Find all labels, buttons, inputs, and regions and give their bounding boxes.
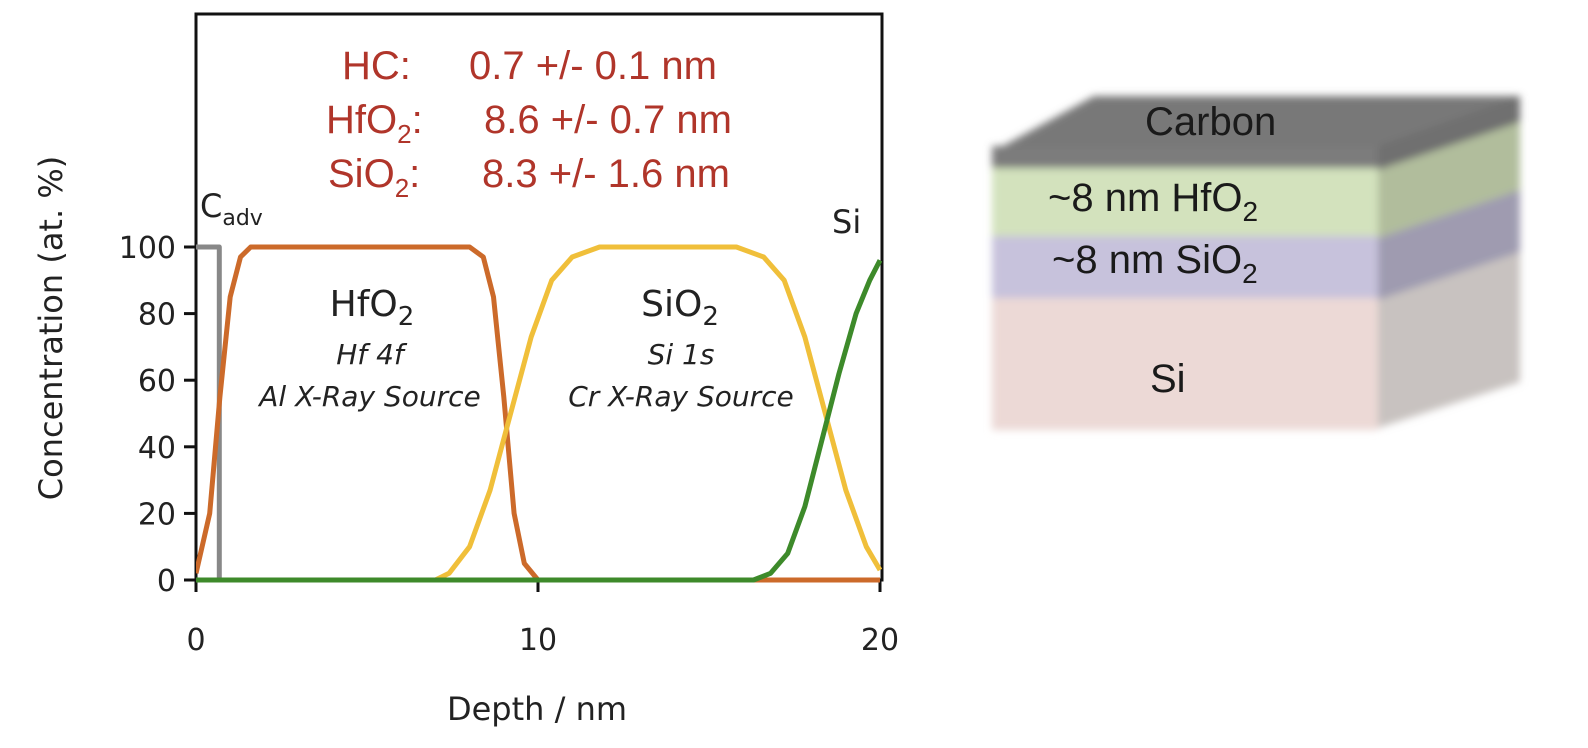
hc-label: HC: [342, 44, 411, 88]
region-hfo2-title: HfO2 [330, 284, 415, 332]
region-label-sio2: SiO2 Si 1s Cr X-Ray Source [568, 284, 794, 413]
region-sio2-title: SiO2 [641, 284, 719, 332]
stack-side-sio2 [1378, 190, 1520, 300]
stack-layer-carbon [992, 146, 1378, 168]
cadv-series-label: Cadv [200, 187, 263, 231]
stack-side-hfo2 [1378, 122, 1520, 238]
y-tick-label: 80 [138, 298, 176, 333]
y-tick-label: 40 [138, 431, 176, 466]
layer-label-sio2: ~8 nm SiO2 [1052, 238, 1258, 289]
stack-top-carbon [992, 96, 1520, 152]
region-sio2-line1: Si 1s [648, 338, 715, 371]
x-tick-label: 20 [861, 623, 899, 658]
hc-value: 0.7 +/- 0.1 nm [469, 44, 717, 88]
region-sio2-line2: Cr X-Ray Source [568, 380, 794, 413]
si-series-label: Si [832, 203, 861, 241]
stack-layer-si [992, 298, 1378, 430]
series-line-si [196, 259, 882, 583]
stack-side-si [1378, 252, 1520, 428]
y-tick-label: 100 [119, 231, 176, 266]
y-axis-ticks: 0 20 40 60 80 100 [119, 231, 196, 599]
series-lines [196, 244, 882, 583]
hfo2-thickness-value: 8.6 +/- 0.7 nm [484, 98, 732, 142]
layer-label-carbon: Carbon [1145, 100, 1276, 144]
x-axis-ticks: 0 10 20 [186, 580, 899, 658]
region-hfo2-line2: Al X-Ray Source [257, 380, 480, 413]
thickness-annotations: HC: 0.7 +/- 0.1 nm HfO2: 8.6 +/- 0.7 nm … [326, 44, 732, 203]
series-line-hfo2 [196, 244, 880, 583]
sio2-thickness-value: 8.3 +/- 1.6 nm [482, 152, 730, 196]
series-line-c [196, 244, 880, 583]
y-tick-label: 20 [138, 497, 176, 532]
x-axis-label: Depth / nm [447, 690, 627, 728]
y-axis-label: Concentration (at. %) [32, 156, 70, 500]
layer-stack-diagram: Carbon ~8 nm HfO2 ~8 nm SiO2 Si [992, 96, 1520, 430]
y-tick-label: 0 [157, 564, 176, 599]
layer-label-hfo2: ~8 nm HfO2 [1048, 176, 1258, 227]
region-hfo2-line1: Hf 4f [336, 338, 408, 371]
y-tick-label: 60 [138, 364, 176, 399]
series-line-sio2 [196, 244, 882, 583]
x-tick-label: 0 [186, 623, 205, 658]
stack-layer-hfo2 [992, 168, 1378, 236]
x-tick-label: 10 [519, 623, 557, 658]
region-label-hfo2: HfO2 Hf 4f Al X-Ray Source [257, 284, 480, 413]
stack-side-carbon [1378, 96, 1520, 170]
sio2-thickness-label: SiO2: [328, 152, 420, 203]
layer-label-si: Si [1150, 357, 1186, 401]
hfo2-thickness-label: HfO2: [326, 98, 423, 149]
stack-layer-sio2 [992, 236, 1378, 298]
